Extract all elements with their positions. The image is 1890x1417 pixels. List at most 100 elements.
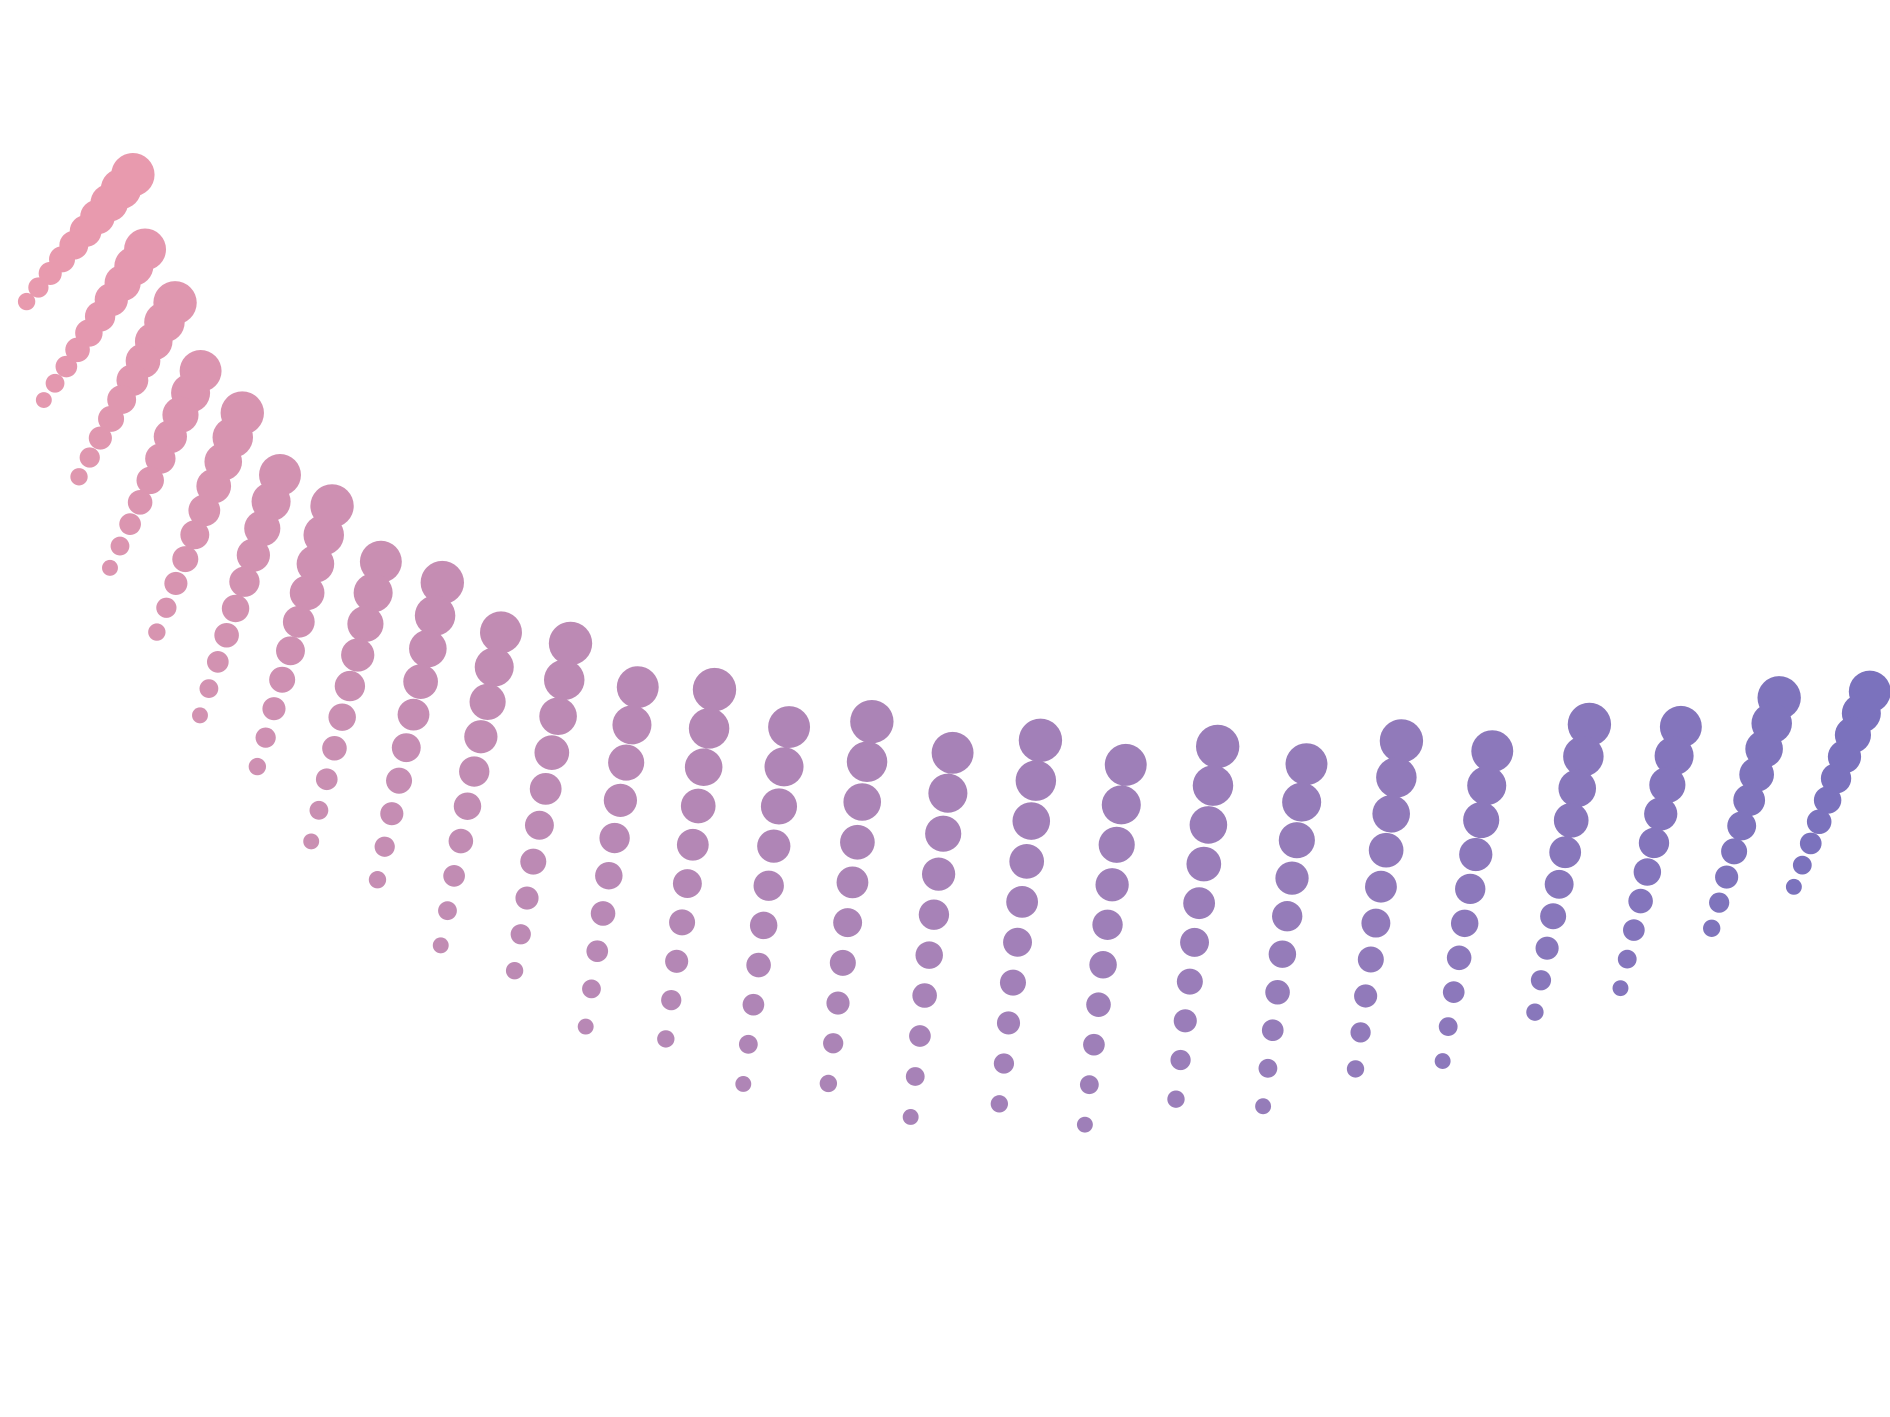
dot bbox=[746, 952, 771, 978]
dot bbox=[397, 698, 430, 731]
dot bbox=[1180, 927, 1210, 957]
dot bbox=[386, 767, 413, 794]
dot bbox=[296, 545, 335, 583]
dot bbox=[1434, 1053, 1451, 1070]
dot bbox=[188, 494, 221, 527]
dot bbox=[341, 638, 375, 672]
dot bbox=[590, 901, 616, 926]
dot bbox=[35, 392, 52, 408]
dot bbox=[1703, 919, 1721, 937]
dot bbox=[1368, 832, 1404, 868]
dot bbox=[1285, 743, 1328, 786]
dot bbox=[1438, 1017, 1458, 1037]
dot bbox=[1189, 806, 1228, 844]
dot bbox=[244, 510, 281, 547]
dot bbox=[409, 629, 447, 668]
dot bbox=[1086, 992, 1111, 1017]
dot bbox=[819, 1074, 838, 1093]
dot bbox=[469, 683, 506, 720]
dot bbox=[996, 1011, 1021, 1035]
dot bbox=[680, 788, 716, 824]
dot bbox=[474, 647, 514, 687]
dot bbox=[836, 866, 869, 899]
dot bbox=[1278, 822, 1315, 859]
dot bbox=[665, 949, 689, 973]
dot bbox=[127, 490, 153, 515]
dot bbox=[214, 622, 239, 648]
dot bbox=[1255, 1098, 1272, 1115]
dot bbox=[826, 991, 850, 1015]
dot bbox=[1176, 968, 1203, 995]
dot bbox=[1455, 873, 1486, 905]
dot bbox=[595, 862, 623, 890]
dot bbox=[255, 727, 276, 748]
dot bbox=[1089, 951, 1117, 979]
dot bbox=[368, 871, 387, 889]
dot bbox=[353, 573, 393, 613]
dot bbox=[1563, 736, 1604, 777]
dot bbox=[1376, 757, 1417, 798]
dot bbox=[577, 1018, 594, 1035]
dot bbox=[55, 355, 78, 378]
dot bbox=[1272, 901, 1303, 932]
dot bbox=[672, 869, 702, 899]
dot bbox=[1354, 984, 1378, 1008]
dot bbox=[582, 979, 601, 999]
dot bbox=[543, 659, 585, 701]
dot bbox=[438, 901, 457, 921]
dot bbox=[905, 1067, 925, 1086]
dot bbox=[303, 514, 344, 556]
dot bbox=[347, 605, 384, 642]
dot bbox=[1785, 878, 1802, 895]
dot bbox=[1530, 970, 1552, 991]
dot bbox=[505, 962, 524, 980]
dot bbox=[902, 1109, 919, 1125]
dot bbox=[928, 773, 968, 813]
dot bbox=[1721, 838, 1748, 865]
dot bbox=[1540, 903, 1567, 930]
dot bbox=[1459, 837, 1493, 872]
dot bbox=[1195, 724, 1240, 769]
dot bbox=[315, 768, 338, 791]
dot bbox=[164, 571, 188, 595]
dot bbox=[1526, 1003, 1544, 1021]
dot bbox=[309, 800, 329, 820]
dot bbox=[1467, 766, 1507, 806]
dot bbox=[990, 1095, 1009, 1113]
dot bbox=[548, 621, 593, 666]
dot bbox=[414, 595, 456, 636]
dot bbox=[829, 949, 856, 976]
dot bbox=[909, 1025, 931, 1047]
dot bbox=[269, 666, 296, 693]
dot bbox=[843, 783, 882, 821]
dot bbox=[1623, 919, 1645, 941]
dot bbox=[1258, 1058, 1278, 1078]
dot bbox=[599, 822, 630, 854]
dot bbox=[359, 540, 402, 583]
dot bbox=[1365, 870, 1397, 903]
dot bbox=[156, 597, 177, 618]
dot bbox=[692, 667, 737, 712]
dot bbox=[180, 520, 210, 550]
dot bbox=[760, 788, 798, 825]
dot bbox=[1083, 1033, 1105, 1056]
dot bbox=[1799, 832, 1822, 855]
dot bbox=[1170, 1049, 1191, 1071]
dot bbox=[88, 426, 112, 450]
dot bbox=[510, 924, 531, 945]
dot bbox=[925, 815, 962, 852]
dot bbox=[1739, 757, 1774, 792]
dot bbox=[684, 748, 723, 786]
dot bbox=[757, 829, 791, 863]
dot bbox=[1275, 861, 1309, 895]
dot bbox=[1544, 869, 1574, 899]
dot bbox=[918, 899, 950, 930]
dot bbox=[764, 747, 804, 787]
dot bbox=[1654, 736, 1694, 776]
dot bbox=[833, 908, 863, 938]
dot bbox=[1535, 936, 1559, 960]
dot bbox=[608, 744, 645, 781]
dot bbox=[1095, 868, 1129, 902]
dot bbox=[334, 670, 366, 702]
